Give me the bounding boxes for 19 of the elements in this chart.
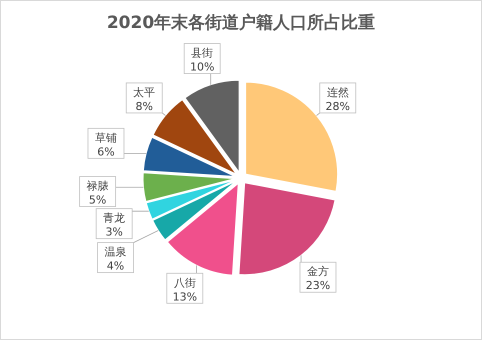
slice-label: 温泉 xyxy=(104,246,127,259)
slice-label: 连然 xyxy=(326,86,349,99)
data-label: 6% xyxy=(97,145,115,158)
data-label: 3% xyxy=(105,226,123,239)
slice-label: 县街 xyxy=(191,46,214,60)
slice-label: 禄脿 xyxy=(86,180,109,193)
slice-label: 八街 xyxy=(174,276,196,290)
data-label: 13% xyxy=(172,290,198,304)
data-label: 4% xyxy=(106,260,124,273)
chart-title: 2020年末各街道户籍人口所占比重 xyxy=(106,13,376,33)
data-label: 5% xyxy=(88,194,106,207)
data-label: 28% xyxy=(326,100,350,113)
data-label: 10% xyxy=(190,60,214,74)
slice-label: 青龙 xyxy=(103,212,126,225)
slice-label: 草铺 xyxy=(94,131,117,144)
slice-label: 太平 xyxy=(133,86,156,99)
slice-label: 金方 xyxy=(306,265,329,278)
data-label: 23% xyxy=(306,279,330,292)
data-label: 8% xyxy=(135,100,153,113)
